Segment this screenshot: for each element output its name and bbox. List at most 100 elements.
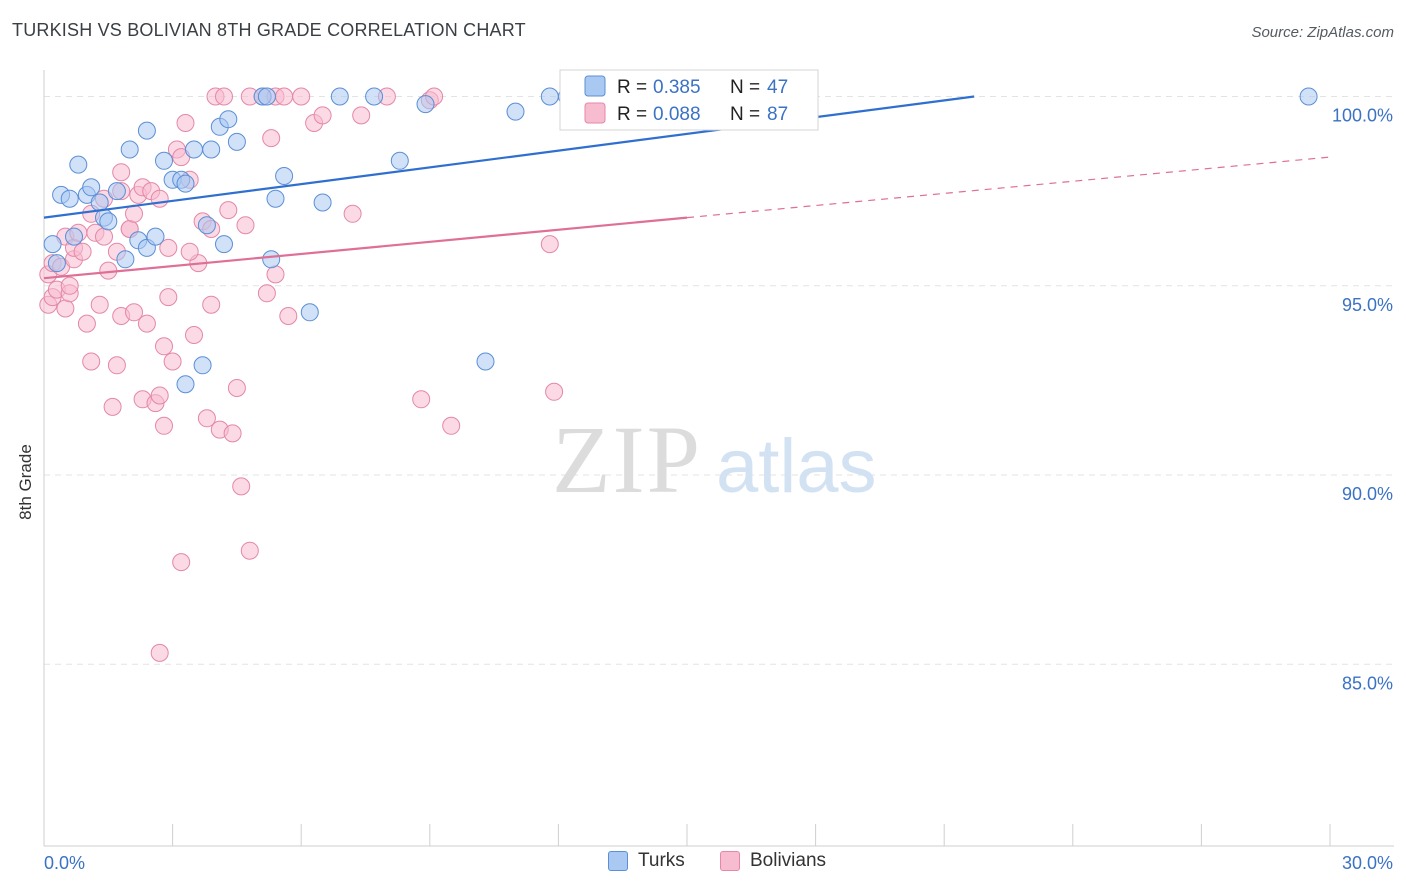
bolivians-point-40	[150, 643, 169, 662]
y-tick-label-2: 90.0%	[1342, 484, 1393, 504]
bolivians-point-66	[240, 541, 259, 560]
turks-point-17	[146, 227, 165, 246]
bolivians-point-63	[232, 477, 251, 496]
y-tick-label-1: 95.0%	[1342, 295, 1393, 315]
turks-point-4	[65, 227, 83, 246]
turks-point-12	[116, 250, 135, 269]
chart-title: TURKISH VS BOLIVIAN 8TH GRADE CORRELATIO…	[12, 20, 526, 40]
legend-swatch-bolivians-bottom	[720, 851, 740, 871]
turks-point-21	[176, 375, 195, 394]
bolivians-point-35	[137, 314, 156, 333]
turks-point-11	[107, 182, 126, 201]
turks-point-10	[99, 212, 118, 231]
legend-item-bolivians[interactable]: Bolivians	[720, 850, 826, 872]
bolivians-point-73	[292, 87, 311, 106]
bolivians-point-71	[275, 87, 294, 106]
bolivians-point-24	[107, 356, 126, 375]
legend-n-value-bolivians: 87	[767, 104, 788, 125]
y-axis-label: 8th Grade	[16, 444, 35, 520]
bolivians-point-45	[163, 352, 182, 371]
turks-point-29	[219, 110, 238, 129]
trend-line-bolivians-extension	[686, 156, 1331, 219]
bolivians-point-22	[103, 397, 122, 416]
turks-point-26	[202, 140, 221, 159]
bottom-legend: Turks Bolivians	[0, 850, 1406, 878]
bolivians-point-16	[82, 352, 101, 371]
legend-r-value-bolivians: 0.088	[653, 104, 701, 125]
legend-label-turks: Turks	[638, 850, 685, 871]
bolivians-point-84	[545, 382, 564, 401]
legend-n-value-turks: 47	[767, 77, 788, 98]
turks-point-1	[47, 254, 66, 273]
turks-point-5	[69, 155, 88, 174]
bolivians-point-48	[172, 553, 191, 572]
bolivians-point-43	[159, 238, 178, 257]
watermark: ZIP atlas	[552, 406, 877, 513]
bolivians-point-42	[155, 416, 173, 435]
series-bolivians-points	[39, 87, 564, 662]
bolivians-point-9	[60, 276, 79, 295]
bolivians-point-79	[412, 390, 431, 409]
turks-point-28	[215, 235, 233, 254]
turks-point-30	[227, 132, 246, 151]
turks-point-24	[193, 356, 212, 375]
bolivians-point-30	[125, 303, 143, 322]
turks-point-32	[257, 87, 276, 106]
turks-point-33	[262, 250, 281, 269]
bolivians-point-6	[56, 299, 75, 318]
turks-point-0	[43, 235, 62, 254]
legend-r-label-turks: R =	[617, 77, 647, 98]
bolivians-point-60	[219, 201, 238, 220]
turks-point-35	[275, 167, 294, 185]
trend-line-turks	[43, 95, 975, 219]
turks-point-16	[137, 121, 156, 140]
x-tick-label-0: 0.0%	[44, 853, 85, 873]
bolivians-point-61	[223, 424, 242, 443]
turks-point-42	[476, 352, 495, 371]
bolivians-point-38	[150, 386, 169, 405]
turks-point-22	[176, 174, 195, 193]
bolivians-point-26	[112, 163, 131, 182]
turks-point-7	[82, 178, 101, 197]
x-tick-label-1: 30.0%	[1342, 853, 1393, 873]
turks-point-18	[155, 151, 173, 170]
turks-point-39	[365, 87, 384, 106]
legend-n-label-turks: N =	[730, 77, 760, 98]
bolivians-point-64	[236, 216, 255, 235]
turks-point-37	[313, 193, 332, 212]
bolivians-point-18	[90, 295, 109, 314]
source-label: Source: ZipAtlas.com	[1251, 24, 1394, 41]
turks-point-34	[266, 189, 285, 208]
bolivians-point-83	[540, 235, 559, 254]
bolivians-point-62	[227, 379, 246, 397]
turks-point-23	[185, 140, 203, 159]
bolivians-point-68	[262, 129, 281, 148]
legend-box: R = 0.385 N = 47 R = 0.088 N = 87	[559, 69, 819, 131]
axes-layer	[43, 70, 1394, 847]
legend-swatch-turks	[584, 75, 606, 97]
bolivians-point-70	[266, 265, 285, 284]
bolivians-point-49	[176, 114, 195, 132]
bolivians-point-54	[197, 409, 216, 428]
bolivians-point-13	[73, 242, 92, 261]
turks-point-25	[197, 216, 216, 235]
tick-labels: 100.0% 95.0% 90.0% 85.0% 0.0% 30.0%	[44, 105, 1393, 873]
turks-point-43	[506, 102, 525, 121]
turks-point-8	[90, 193, 109, 212]
legend-item-turks[interactable]: Turks	[608, 850, 685, 872]
legend-n-label-bolivians: N =	[730, 104, 760, 125]
trend-line-bolivians	[43, 216, 688, 280]
legend-r-value-turks: 0.385	[653, 77, 701, 98]
legend-swatch-turks-bottom	[608, 851, 628, 871]
trend-lines	[43, 95, 1331, 280]
bolivians-point-55	[202, 295, 221, 314]
y-tick-label-3: 85.0%	[1342, 673, 1393, 693]
turks-point-13	[120, 140, 139, 159]
bolivians-point-39	[150, 189, 169, 208]
bolivians-point-77	[352, 106, 371, 125]
legend-swatch-bolivians	[584, 102, 606, 124]
bolivians-point-85	[257, 284, 276, 303]
bolivians-point-19	[95, 227, 113, 246]
bolivians-point-86	[180, 242, 199, 261]
